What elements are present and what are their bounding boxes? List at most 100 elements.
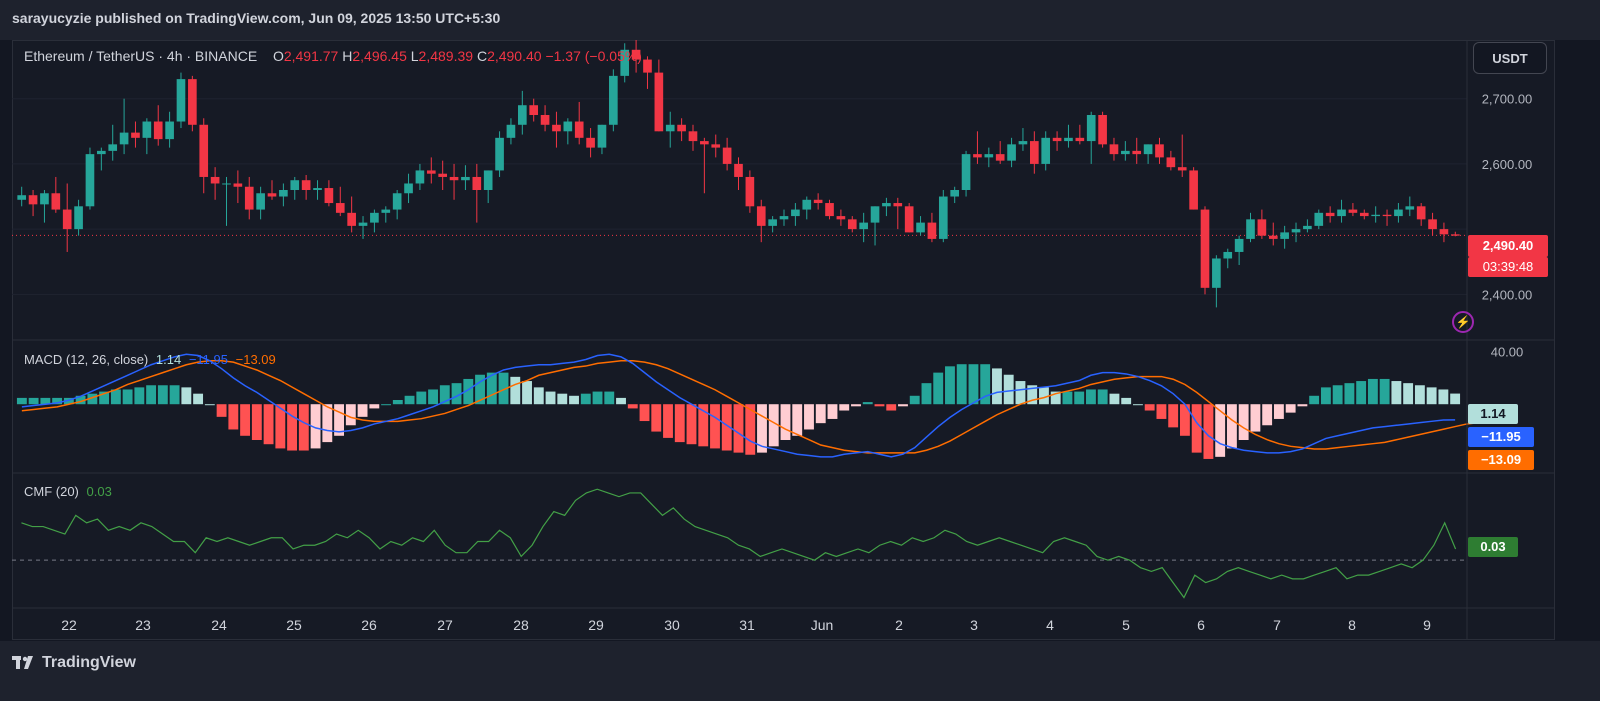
- candle-body: [506, 124, 516, 138]
- macd-histogram-bar: [804, 404, 814, 430]
- macd-histogram-bar: [1426, 387, 1437, 405]
- macd-histogram-bar: [862, 402, 873, 405]
- macd-histogram-bar: [298, 404, 309, 451]
- macd-histogram-bar: [110, 389, 121, 405]
- candle-body: [153, 121, 163, 140]
- macd-histogram-bar: [639, 404, 650, 422]
- macd-histogram-bar: [75, 395, 86, 405]
- candle-body: [210, 176, 220, 184]
- macd-histogram-bar: [921, 383, 932, 405]
- macd-histogram-bar: [616, 397, 626, 405]
- macd-histogram-bar: [1156, 404, 1167, 419]
- last-price-tag: 2,490.40: [1468, 235, 1548, 257]
- candle-body: [370, 212, 379, 223]
- candle-body: [17, 195, 27, 200]
- macd-histogram-bar: [580, 393, 591, 405]
- macd-histogram-bar: [251, 404, 262, 440]
- macd-histogram-bar: [1121, 397, 1132, 405]
- candle-body: [1348, 209, 1358, 213]
- candle-body: [40, 193, 49, 205]
- cmf-value-tag: 0.03: [1468, 537, 1518, 557]
- symbol-legend[interactable]: Ethereum / TetherUS · 4h · BINANCE O2,49…: [24, 48, 642, 64]
- macd-histogram-bar: [1039, 387, 1049, 405]
- macd-histogram-bar: [898, 404, 908, 407]
- macd-histogram-bar: [886, 404, 897, 411]
- cmf-legend[interactable]: CMF (20) 0.03: [24, 484, 112, 499]
- candle-body: [495, 137, 504, 171]
- candle-body: [438, 173, 447, 177]
- candle-body: [722, 147, 732, 164]
- candle-body: [768, 219, 777, 226]
- macd-histogram-bar: [52, 397, 63, 405]
- macd-histogram-bar: [663, 404, 673, 438]
- macd-histogram-bar: [968, 364, 979, 405]
- macd-histogram-bar: [451, 383, 462, 405]
- x-axis-label: Jun: [811, 617, 834, 633]
- candle-body: [244, 186, 254, 210]
- candle-body: [1246, 219, 1255, 239]
- x-axis-label: 9: [1423, 617, 1431, 633]
- x-axis-label: 22: [61, 617, 77, 633]
- candle-body: [335, 203, 345, 213]
- x-axis-label: 2: [895, 617, 903, 633]
- x-axis-label: 4: [1046, 617, 1054, 633]
- candle-body: [324, 188, 334, 204]
- candle-body: [1439, 229, 1449, 235]
- macd-histogram-bar: [40, 397, 51, 405]
- macd-histogram-bar: [1132, 404, 1143, 406]
- macd-histogram-bar: [545, 391, 556, 405]
- macd-label: MACD (12, 26, close): [24, 352, 149, 367]
- candle-body: [756, 206, 766, 226]
- macd-histogram-bar: [428, 389, 438, 405]
- candle-body: [688, 131, 698, 142]
- candle-body: [859, 222, 868, 230]
- macd-histogram-bar: [87, 393, 98, 405]
- brand-text: TradingView: [42, 654, 136, 671]
- macd-histogram-bar: [1320, 387, 1331, 405]
- x-axis-label: 26: [361, 617, 377, 633]
- candle-body: [1371, 214, 1380, 217]
- candle-body: [1280, 232, 1289, 239]
- candle-body: [279, 190, 288, 197]
- x-axis-label: 24: [211, 617, 227, 633]
- candle-body: [904, 206, 914, 233]
- macd-histogram-bar: [792, 404, 803, 436]
- price-axis-label: 2,400.00: [1482, 287, 1533, 302]
- cmf-legend-value: 0.03: [86, 484, 112, 499]
- candle-body: [1234, 238, 1244, 252]
- tradingview-logo[interactable]: TradingView: [12, 654, 136, 672]
- candle-body: [51, 193, 61, 210]
- macd-histogram-bar: [557, 393, 568, 405]
- candle-body: [1166, 157, 1176, 168]
- macd-histogram-bar: [1414, 385, 1425, 405]
- publish-bar: sarayucyzie published on TradingView.com…: [0, 0, 1600, 40]
- candle-body: [1212, 258, 1221, 288]
- candle-body: [358, 222, 368, 226]
- macd-histogram-bar: [1097, 389, 1108, 405]
- macd-legend[interactable]: MACD (12, 26, close) 1.14 −11.95 −13.09: [24, 352, 276, 367]
- macd-histogram-bar: [674, 404, 685, 443]
- candle-body: [1268, 235, 1278, 239]
- candle-body: [882, 203, 891, 207]
- candle-body: [665, 124, 675, 132]
- candle-body: [995, 154, 1005, 161]
- macd-line-value: −11.95: [188, 352, 228, 367]
- macd-histogram-bar: [933, 372, 944, 405]
- candle-body: [916, 222, 925, 233]
- candle-body: [290, 180, 300, 190]
- currency-button[interactable]: USDT: [1473, 42, 1547, 74]
- candle-body: [1052, 137, 1062, 142]
- close-label: C: [476, 48, 488, 64]
- macd-histogram-bar: [16, 397, 27, 405]
- candle-body: [1450, 234, 1460, 236]
- candle-body: [950, 190, 960, 197]
- low-label: L: [410, 48, 419, 64]
- macd-signal-line: [21, 360, 1491, 454]
- candle-body: [779, 216, 789, 220]
- macd-histogram-bar: [369, 404, 380, 409]
- candle-body: [1428, 219, 1437, 230]
- macd-histogram-bar: [827, 404, 838, 419]
- lightning-icon[interactable]: ⚡: [1452, 311, 1474, 333]
- x-axis-label: 28: [513, 617, 529, 633]
